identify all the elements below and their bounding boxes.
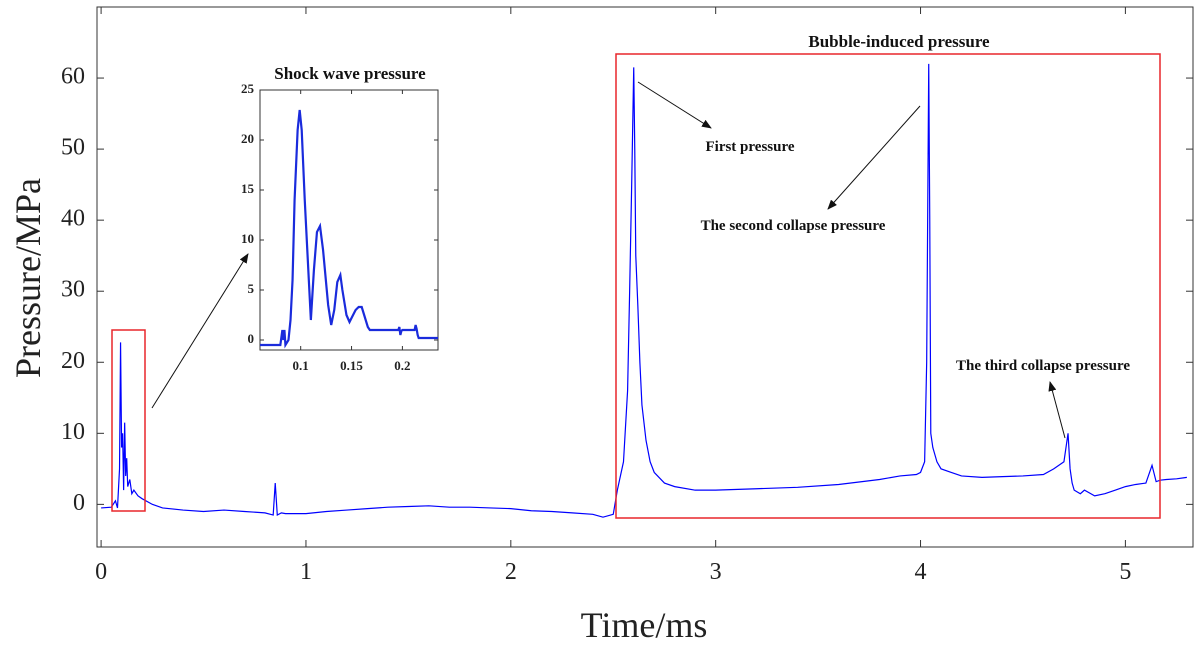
y-axis-label: Pressure/MPa [8,178,48,378]
main-x-tick-label: 4 [915,559,927,585]
main-y-tick-label: 10 [61,419,85,445]
inset-pressure-line [260,109,438,349]
inset-y-tick-label: 20 [241,131,254,146]
main-x-tick-label: 0 [95,559,107,585]
main-pressure-line [101,63,1187,518]
third-collapse-label: The third collapse pressure [956,358,1130,374]
main-y-tick-label: 0 [73,490,85,516]
inset-x-tick-label: 0.15 [340,358,363,373]
inset-y-tick-label: 25 [241,81,255,96]
zoom-arrow [151,253,249,409]
main-x-tick-label: 3 [710,559,722,585]
inset-title: Shock wave pressure [274,64,426,83]
main-y-tick-label: 30 [61,277,85,303]
inset-plot-frame [259,89,439,351]
main-x-tick-label: 5 [1119,559,1131,585]
inset-y-tick-label: 0 [248,331,255,346]
second-collapse-arrow [827,105,921,210]
bubble-induced-pressure-label: Bubble-induced pressure [808,32,990,51]
inset-y-tick-label: 10 [241,231,254,246]
main-x-tick-label: 1 [300,559,312,585]
inset-x-tick-label: 0.2 [394,358,410,373]
main-y-tick-label: 50 [61,135,85,161]
main-y-tick-label: 60 [61,64,85,90]
second-collapse-label: The second collapse pressure [701,218,886,234]
inset-tick-group: 0.1 0.15 0.2 0 5 10 15 20 25 [241,81,438,373]
inset-y-tick-label: 5 [248,281,255,296]
first-pressure-label: First pressure [705,139,794,155]
inset-x-tick-label: 0.1 [293,358,309,373]
first-pressure-arrow [637,81,712,129]
bubble-pressure-highlight-box [615,53,1161,519]
main-y-tick-label: 40 [61,206,85,232]
third-collapse-arrow [1048,381,1066,439]
inset-y-tick-label: 15 [241,181,255,196]
x-axis-label: Time/ms [581,605,708,645]
main-y-tick-label: 20 [61,348,85,374]
shock-wave-highlight-box [111,329,146,512]
main-x-tick-label: 2 [505,559,517,585]
